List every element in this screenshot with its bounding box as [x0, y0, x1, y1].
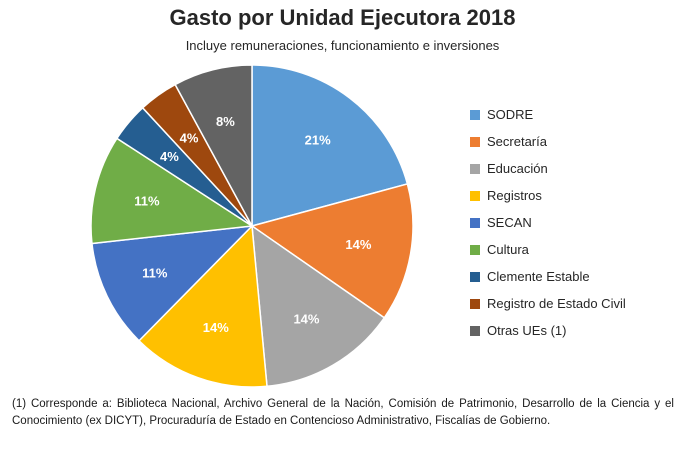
- data-label-educacion: 14%: [293, 312, 319, 327]
- pie-slice-registros: [137, 224, 268, 388]
- legend-label: SECAN: [487, 215, 532, 230]
- data-label-clemente-estable: 4%: [160, 149, 179, 164]
- legend-item-sodre: SODRE: [470, 101, 626, 128]
- legend-item-registro-de-estado-civil: Registro de Estado Civil: [470, 290, 626, 317]
- legend-swatch: [470, 163, 480, 174]
- legend-label: Secretaría: [487, 134, 547, 149]
- legend-label: Registro de Estado Civil: [487, 296, 626, 311]
- legend-label: Registros: [487, 188, 542, 203]
- legend-label: Educación: [487, 161, 548, 176]
- legend-swatch: [470, 136, 480, 147]
- data-label-sodre: 21%: [305, 133, 331, 148]
- legend-swatch: [470, 325, 480, 336]
- legend-swatch: [470, 217, 480, 228]
- legend-swatch: [470, 271, 480, 282]
- pie-slice-otras-ues-1: [174, 64, 253, 227]
- legend-item-registros: Registros: [470, 182, 626, 209]
- pie-slice-secretaria: [250, 183, 414, 319]
- pie-slice-sodre: [251, 64, 409, 227]
- data-label-otras-ues-1: 8%: [216, 114, 235, 129]
- legend-item-secan: SECAN: [470, 209, 626, 236]
- legend-item-secretaria: Secretaría: [470, 128, 626, 155]
- legend-item-clemente-estable: Clemente Estable: [470, 263, 626, 290]
- data-label-secretaria: 14%: [345, 237, 371, 252]
- data-label-secan: 11%: [142, 266, 168, 281]
- legend-swatch: [470, 244, 480, 255]
- legend-item-educacion: Educación: [470, 155, 626, 182]
- pie-slice-secan: [91, 225, 255, 342]
- pie-slices: [90, 64, 414, 388]
- pie-slice-cultura: [90, 137, 255, 245]
- legend-label: Otras UEs (1): [487, 323, 567, 338]
- legend-swatch: [470, 298, 480, 309]
- pie-labels: 21% 14% 14% 14% 11% 11% 4%4% 8%: [134, 114, 372, 335]
- legend-label: Clemente Estable: [487, 269, 590, 284]
- data-label-cultura: 11%: [134, 194, 160, 209]
- chart-legend: SODRE Secretaría Educación Registros SECAN Cu…: [470, 101, 626, 344]
- legend-item-otras-ues-1: Otras UEs (1): [470, 317, 626, 344]
- chart-title: Gasto por Unidad Ejecutora 2018: [169, 5, 516, 30]
- chart-subtitle: Incluye remuneraciones, funcionamiento e…: [185, 38, 500, 53]
- data-label-registros: 14%: [203, 320, 229, 335]
- legend-item-cultura: Cultura: [470, 236, 626, 263]
- data-label-registro-de-estado-civil: 4%: [180, 131, 199, 146]
- footnote: (1) Corresponde a: Biblioteca Nacional, …: [12, 398, 674, 427]
- legend-label: Cultura: [487, 242, 529, 257]
- legend-label: SODRE: [487, 107, 534, 122]
- legend-swatch: [470, 190, 480, 201]
- legend-swatch: [470, 109, 480, 120]
- pie-slice-educacion: [251, 224, 386, 388]
